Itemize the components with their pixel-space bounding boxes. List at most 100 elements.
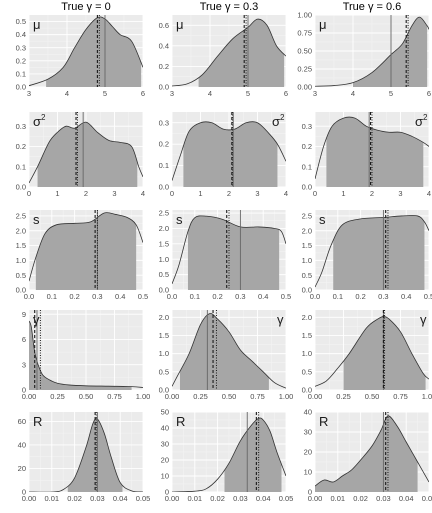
panel: 0.0 0.1 0.2 0.3 0 1 2 3 4 σ2: [16, 112, 145, 198]
credible-interval-area: [35, 212, 137, 290]
y-tick-label: 0.3: [16, 43, 26, 52]
x-tick-label: 0.2: [355, 292, 365, 301]
x-tick-label: 0.25: [50, 392, 65, 401]
y-tick-label: 2.0: [159, 313, 169, 322]
credible-interval-area: [46, 16, 142, 87]
y-tick-label: 2.0: [302, 313, 312, 322]
y-tick-label: 9: [22, 310, 26, 319]
credible-interval-area: [67, 418, 123, 492]
x-tick-label: 0.02: [353, 494, 368, 503]
x-tick-label: 0.5: [424, 292, 432, 301]
x-tick-label: 0.5: [138, 292, 148, 301]
credible-interval-area: [198, 19, 285, 87]
x-tick-label: 5: [389, 89, 393, 98]
y-tick-label: 0.3: [16, 122, 26, 131]
credible-interval-area: [326, 117, 424, 187]
density-curve: [315, 16, 429, 87]
panel: 0 3 6 9 0.00 0.25 0.50 0.75 1.00 γ: [22, 310, 151, 401]
density-curve: [315, 215, 429, 288]
density-curve: [172, 417, 286, 492]
x-tick-label: 0: [170, 189, 174, 198]
x-tick-label: 1: [55, 189, 59, 198]
x-tick-label: 3: [398, 189, 402, 198]
x-tick-label: 0.4: [115, 292, 125, 301]
panel: 0.00 0.25 0.50 0.75 1.00 3 4 5 6 μ: [297, 11, 431, 98]
column-title: True γ = 0.6: [343, 1, 402, 13]
parameter-label: σ2: [33, 113, 46, 129]
column-title: True γ = 0.3: [200, 1, 259, 13]
x-tick-label: 3: [170, 89, 174, 98]
parameter-label: γ: [277, 312, 284, 327]
density-curve: [29, 212, 143, 282]
parameter-label: μ: [319, 17, 327, 32]
y-tick-label: 1.0: [16, 256, 26, 265]
x-tick-label: 0.04: [113, 494, 128, 503]
x-tick-label: 3: [112, 189, 116, 198]
panel: 0.0 0.5 1.0 1.5 2.0 0.00 0.25 0.50 0.75 1.00 γ: [302, 310, 432, 401]
y-tick-label: 0.75: [297, 29, 312, 38]
panel: 0.0 0.5 1.0 1.5 2.0 2.5 0.0 0.1 0.2 0.3 0.4 0.5 s: [159, 209, 292, 301]
y-tick-label: 0.3: [302, 122, 312, 131]
x-tick-label: 0.50: [365, 392, 380, 401]
y-tick-label: 0.3: [159, 118, 169, 127]
x-tick-label: 6: [284, 89, 288, 98]
panel: 0.0 0.1 0.2 0.3 0 1 2 3 4 σ2: [159, 112, 288, 198]
x-tick-label: 0.1: [190, 292, 200, 301]
y-tick-label: 2.0: [159, 224, 169, 233]
y-tick-label: 30: [304, 428, 312, 437]
y-tick-label: 0.5: [302, 271, 312, 280]
x-tick-label: 0.75: [393, 392, 408, 401]
x-tick-label: 0.3: [92, 292, 102, 301]
x-tick-label: 0.01: [330, 494, 345, 503]
y-tick-label: 0.00: [297, 83, 312, 92]
y-tick-label: 40: [18, 441, 26, 450]
x-tick-label: 0.2: [212, 292, 222, 301]
x-tick-label: 0.04: [399, 494, 414, 503]
y-tick-label: 0.5: [302, 367, 312, 376]
y-tick-label: 2.0: [302, 226, 312, 235]
parameter-label: s: [176, 212, 183, 227]
x-tick-label: 0.0: [24, 292, 34, 301]
y-tick-label: 10: [304, 468, 312, 477]
y-tick-label: 30: [161, 440, 169, 449]
x-tick-label: 2: [370, 189, 374, 198]
x-tick-label: 0.00: [165, 494, 180, 503]
x-tick-label: 0.25: [336, 392, 351, 401]
x-tick-label: 0.3: [378, 292, 388, 301]
credible-interval-area: [183, 121, 278, 187]
panel: 0 20 40 60 0.00 0.01 0.02 0.03 0.04 0.05 R: [18, 412, 150, 503]
y-tick-label: 0.0: [302, 183, 312, 192]
panel: 0 10 20 30 40 50 0.00 0.01 0.02 0.03 0.04 0.05 R: [161, 408, 294, 503]
y-tick-label: 0.0: [159, 386, 169, 395]
x-tick-label: 6: [141, 89, 145, 98]
x-tick-label: 3: [255, 189, 259, 198]
credible-interval-area: [29, 320, 132, 390]
density-curve: [29, 121, 143, 184]
x-tick-label: 0.75: [107, 392, 122, 401]
y-tick-label: 0.1: [16, 162, 26, 171]
parameter-label: σ2: [415, 113, 428, 129]
y-tick-label: 0.6: [159, 21, 169, 30]
x-tick-label: 0.03: [90, 494, 105, 503]
x-tick-label: 0.05: [422, 494, 432, 503]
y-tick-label: 0.25: [297, 65, 312, 74]
y-tick-label: 0.0: [159, 83, 169, 92]
y-tick-label: 0.0: [159, 286, 169, 295]
x-tick-label: 0.4: [258, 292, 268, 301]
y-tick-label: 0.1: [159, 161, 169, 170]
y-tick-label: 0.1: [302, 162, 312, 171]
y-tick-label: 0.2: [302, 142, 312, 151]
y-tick-label: 0.0: [302, 386, 312, 395]
panel: 0.0 0.1 0.2 0.3 0.4 0.5 3 4 5 6 μ: [16, 15, 145, 98]
parameter-label: γ: [33, 312, 40, 327]
y-tick-label: 0.2: [159, 62, 169, 71]
y-tick-label: 40: [161, 424, 169, 433]
y-tick-label: 20: [161, 456, 169, 465]
y-tick-label: 10: [161, 472, 169, 481]
x-tick-label: 1.00: [422, 392, 432, 401]
plot-area: [29, 112, 143, 187]
x-tick-label: 4: [284, 189, 288, 198]
y-tick-label: 50: [161, 408, 169, 417]
credible-interval-area: [179, 313, 269, 390]
x-tick-label: 0.4: [401, 292, 411, 301]
